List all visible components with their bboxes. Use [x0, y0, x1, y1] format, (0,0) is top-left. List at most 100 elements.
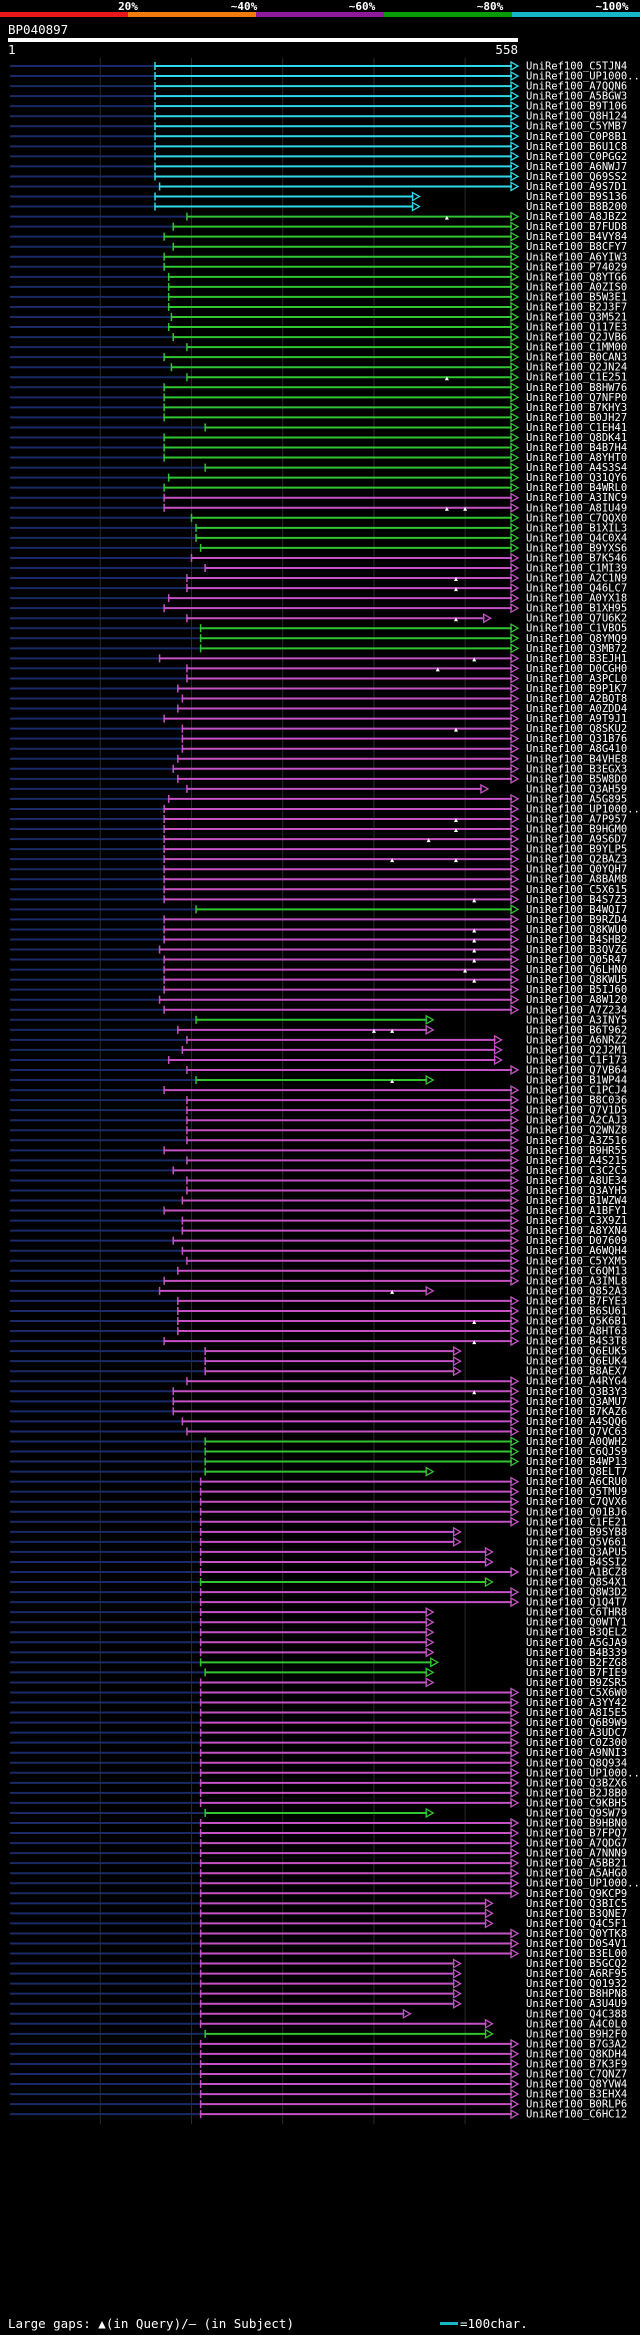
- hit-row[interactable]: UniRef100_C1F173: [10, 1054, 627, 1066]
- hit-row[interactable]: UniRef100_B4S3T8: [10, 1336, 627, 1348]
- hit-row[interactable]: UniRef100_C1MM00: [10, 342, 627, 354]
- hit-label[interactable]: UniRef100_A8I5E5: [526, 1707, 627, 1719]
- hit-row[interactable]: UniRef100_A3Z516: [10, 1135, 627, 1147]
- hit-label[interactable]: UniRef100_A2CAJ3: [526, 1115, 627, 1127]
- hit-row[interactable]: UniRef100_C5YMB7: [10, 121, 627, 133]
- hit-row[interactable]: UniRef100_A5G895: [10, 793, 627, 805]
- hit-label[interactable]: UniRef100_B6SU61: [526, 1305, 627, 1317]
- hit-row[interactable]: UniRef100_A4S215: [10, 1155, 627, 1167]
- hit-row[interactable]: UniRef100_A8IU49: [10, 502, 627, 514]
- hit-label[interactable]: UniRef100_Q3BZX6: [526, 1777, 627, 1789]
- hit-label[interactable]: UniRef100_A4C0L0: [526, 2018, 627, 2030]
- hit-label[interactable]: UniRef100_B7K546: [526, 552, 627, 564]
- hit-row[interactable]: UniRef100_C5YXM5: [10, 1255, 627, 1267]
- hit-row[interactable]: UniRef100_Q3AH59: [10, 783, 627, 795]
- hit-row[interactable]: UniRef100_Q7VB64: [10, 1065, 627, 1077]
- hit-label[interactable]: UniRef100_A3PCL0: [526, 673, 627, 685]
- hit-row[interactable]: UniRef100_Q2J2M1: [10, 1044, 627, 1056]
- hit-label[interactable]: UniRef100_Q2WNZ8: [526, 1125, 627, 1137]
- hit-row[interactable]: UniRef100_Q4C388: [10, 2008, 627, 2020]
- hit-row[interactable]: UniRef100_B7FYE3: [10, 1295, 627, 1307]
- hit-label[interactable]: UniRef100_B3EGX3: [526, 763, 627, 775]
- hit-label[interactable]: UniRef100_Q0WTY1: [526, 1617, 627, 1629]
- hit-row[interactable]: UniRef100_B7FIE9: [10, 1667, 627, 1679]
- hit-label[interactable]: UniRef100_B9P1K7: [526, 683, 627, 695]
- hit-label[interactable]: UniRef100_C1F173: [526, 1054, 627, 1066]
- hit-label[interactable]: UniRef100_B4WP13: [526, 1456, 627, 1468]
- hit-label[interactable]: UniRef100_A3INY5: [526, 1014, 627, 1026]
- hit-row[interactable]: UniRef100_C1E251: [10, 372, 627, 384]
- hit-label[interactable]: UniRef100_B4VY84: [526, 231, 627, 243]
- hit-row[interactable]: UniRef100_A6WQH4: [10, 1245, 627, 1257]
- hit-row[interactable]: UniRef100_Q5TMU9: [10, 1486, 627, 1498]
- hit-label[interactable]: UniRef100_B8B200: [526, 201, 627, 213]
- hit-row[interactable]: UniRef100_Q0YTK8: [10, 1928, 627, 1940]
- hit-row[interactable]: UniRef100_B1XIL3: [10, 522, 627, 534]
- hit-row[interactable]: UniRef100_A8BAM8: [10, 874, 627, 886]
- hit-label[interactable]: UniRef100_A6CRU0: [526, 1476, 627, 1488]
- hit-label[interactable]: UniRef100_A8G410: [526, 743, 627, 755]
- hit-label[interactable]: UniRef100_A7NNN9: [526, 1848, 627, 1860]
- hit-row[interactable]: UniRef100_Q6EUK5: [10, 1346, 627, 1358]
- hit-label[interactable]: UniRef100_A9S6D7: [526, 834, 627, 846]
- hit-label[interactable]: UniRef100_Q9SW79: [526, 1807, 627, 1819]
- hit-label[interactable]: UniRef100_B7FIE9: [526, 1667, 627, 1679]
- hit-label[interactable]: UniRef100_B1WZW4: [526, 1195, 627, 1207]
- hit-row[interactable]: UniRef100_Q3BZX6: [10, 1777, 627, 1789]
- hit-label[interactable]: UniRef100_B2J3F7: [526, 301, 627, 313]
- hit-row[interactable]: UniRef100_Q7VC63: [10, 1426, 627, 1438]
- hit-label[interactable]: UniRef100_B1WP44: [526, 1075, 627, 1087]
- hit-row[interactable]: UniRef100_A6NRZ2: [10, 1034, 627, 1046]
- hit-label[interactable]: UniRef100_B7KHY3: [526, 402, 627, 414]
- hit-label[interactable]: UniRef100_Q2J2M1: [526, 1044, 627, 1056]
- hit-row[interactable]: UniRef100_Q1Q4T7: [10, 1597, 627, 1609]
- hit-label[interactable]: UniRef100_Q3APU5: [526, 1546, 627, 1558]
- hit-label[interactable]: UniRef100_B1XIL3: [526, 522, 627, 534]
- hit-label[interactable]: UniRef100_Q8DK41: [526, 432, 627, 444]
- hit-label[interactable]: UniRef100_B7G3A2: [526, 2038, 627, 2050]
- hit-row[interactable]: UniRef100_B8HW76: [10, 382, 627, 394]
- hit-label[interactable]: UniRef100_A0YX18: [526, 593, 627, 605]
- hit-label[interactable]: UniRef100_C3X9Z1: [526, 1215, 627, 1227]
- hit-label[interactable]: UniRef100_UP1000...: [526, 1878, 640, 1890]
- hit-label[interactable]: UniRef100_B1XH95: [526, 603, 627, 615]
- hit-row[interactable]: UniRef100_A2BQT8: [10, 693, 627, 705]
- hit-label[interactable]: UniRef100_A8JBZ2: [526, 211, 627, 223]
- hit-label[interactable]: UniRef100_A7P957: [526, 814, 627, 826]
- hit-row[interactable]: UniRef100_B5GCQ2: [10, 1958, 627, 1970]
- hit-label[interactable]: UniRef100_B4SHB2: [526, 934, 627, 946]
- hit-row[interactable]: UniRef100_A8UE34: [10, 1175, 627, 1187]
- hit-row[interactable]: UniRef100_Q6EUK4: [10, 1356, 627, 1368]
- hit-label[interactable]: UniRef100_Q8YMQ9: [526, 633, 627, 645]
- hit-row[interactable]: UniRef100_B4SSI2: [10, 1556, 627, 1568]
- hit-label[interactable]: UniRef100_Q5K6B1: [526, 1316, 627, 1328]
- hit-row[interactable]: UniRef100_A2C1N9: [10, 573, 627, 585]
- hit-label[interactable]: UniRef100_Q7VC63: [526, 1426, 627, 1438]
- hit-label[interactable]: UniRef100_C1EH41: [526, 422, 627, 434]
- hit-label[interactable]: UniRef100_Q8H124: [526, 111, 627, 123]
- hit-row[interactable]: UniRef100_B3EHX4: [10, 2089, 627, 2101]
- hit-row[interactable]: UniRef100_A0ZDD4: [10, 703, 627, 715]
- hit-label[interactable]: UniRef100_A9S7D1: [526, 181, 627, 193]
- hit-row[interactable]: UniRef100_A3U4U9: [10, 1998, 627, 2010]
- hit-label[interactable]: UniRef100_Q5TMU9: [526, 1486, 627, 1498]
- hit-label[interactable]: UniRef100_C9KBH5: [526, 1797, 627, 1809]
- hit-label[interactable]: UniRef100_A5BB21: [526, 1858, 627, 1870]
- hit-row[interactable]: UniRef100_B7KHY3: [10, 402, 627, 414]
- hit-row[interactable]: UniRef100_Q4C0X4: [10, 532, 627, 544]
- hit-label[interactable]: UniRef100_B4WQI7: [526, 904, 627, 916]
- hit-label[interactable]: UniRef100_Q2BAZ3: [526, 854, 627, 866]
- hit-label[interactable]: UniRef100_B0RLP6: [526, 2099, 627, 2111]
- hit-label[interactable]: UniRef100_A3INC9: [526, 492, 627, 504]
- hit-label[interactable]: UniRef100_Q117E3: [526, 322, 627, 334]
- hit-label[interactable]: UniRef100_B3QVZ6: [526, 944, 627, 956]
- hit-row[interactable]: UniRef100_B9RZD4: [10, 914, 627, 926]
- hit-row[interactable]: UniRef100_B6U1C8: [10, 141, 627, 153]
- hit-label[interactable]: UniRef100_B9T106: [526, 101, 627, 113]
- hit-label[interactable]: UniRef100_Q4C5F1: [526, 1918, 627, 1930]
- hit-label[interactable]: UniRef100_Q01932: [526, 1978, 627, 1990]
- hit-row[interactable]: UniRef100_C5TJN4: [10, 61, 627, 73]
- hit-label[interactable]: UniRef100_Q3BIC5: [526, 1898, 627, 1910]
- hit-row[interactable]: UniRef100_B4B339: [10, 1647, 627, 1659]
- hit-row[interactable]: UniRef100_C7QVX6: [10, 1496, 627, 1508]
